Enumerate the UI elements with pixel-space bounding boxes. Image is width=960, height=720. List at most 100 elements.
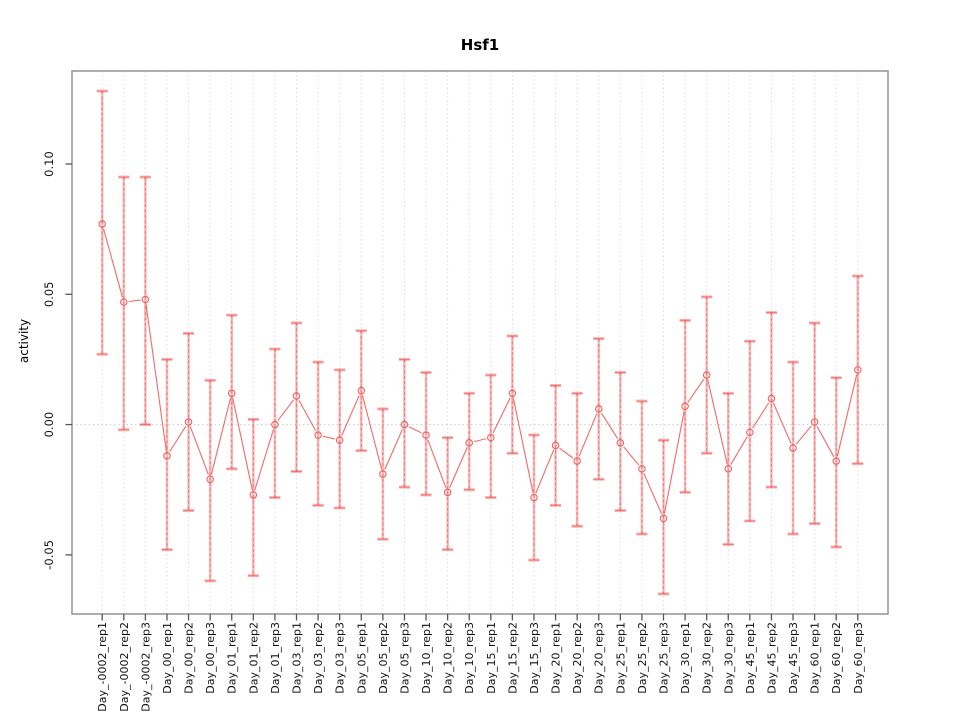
series-segment xyxy=(341,395,360,436)
data-point xyxy=(98,220,106,228)
x-tick-label: Day_15_rep1 xyxy=(485,622,498,694)
series-segment xyxy=(752,402,770,429)
data-point xyxy=(163,452,171,460)
series-segment xyxy=(559,447,574,459)
data-point xyxy=(271,420,279,429)
chart-title: Hsf1 xyxy=(460,36,500,54)
series-segment xyxy=(277,399,294,421)
x-tick-label: Day_60_rep2 xyxy=(830,622,843,694)
x-tick-label: Day_03_rep1 xyxy=(290,622,303,694)
data-point xyxy=(465,439,473,447)
data-point xyxy=(508,389,517,398)
x-tick-label: Day_25_rep3 xyxy=(658,622,671,694)
x-tick-label: Day_25_rep1 xyxy=(614,622,627,694)
plot-border xyxy=(71,70,889,615)
series-segment xyxy=(449,447,468,488)
data-point xyxy=(443,488,452,497)
data-point xyxy=(573,457,581,465)
data-point xyxy=(422,431,430,439)
series-segment xyxy=(128,299,141,303)
series-segment xyxy=(408,426,422,434)
data-point xyxy=(141,295,150,304)
x-tick-label: Day_01_rep2 xyxy=(247,622,260,694)
x-tick-label: Day_10_rep3 xyxy=(463,622,476,694)
series-segment xyxy=(210,398,232,475)
data-point xyxy=(314,431,322,439)
data-point xyxy=(767,394,776,403)
data-point xyxy=(810,418,819,426)
series-segment xyxy=(169,425,187,452)
data-point xyxy=(487,433,495,442)
x-tick-label: Day_45_rep3 xyxy=(787,622,800,694)
x-tick-label: Day_-0002_rep3 xyxy=(139,622,152,712)
series-segment xyxy=(427,439,447,488)
data-point xyxy=(681,402,689,411)
y-tick-label: 0.05 xyxy=(42,281,56,307)
series-segment xyxy=(772,402,792,444)
data-point xyxy=(832,457,840,465)
x-tick-label: Day_15_rep3 xyxy=(528,622,541,694)
data-point xyxy=(854,366,862,374)
data-point xyxy=(206,475,214,484)
x-tick-label: Day_45_rep1 xyxy=(744,622,757,694)
x-tick-label: Day_01_rep1 xyxy=(226,622,239,694)
series-segment xyxy=(535,449,555,494)
data-point xyxy=(551,441,560,450)
series-segment xyxy=(816,426,835,457)
data-point xyxy=(746,428,754,437)
series-segment xyxy=(492,397,511,434)
series-segment xyxy=(145,304,167,451)
x-tick-label: Day_-0002_rep1 xyxy=(96,622,109,712)
data-point xyxy=(616,439,625,447)
data-point xyxy=(120,298,128,306)
x-tick-label: Day_20_rep3 xyxy=(593,622,606,694)
data-point xyxy=(400,420,409,429)
data-point xyxy=(249,491,258,499)
data-point xyxy=(227,389,236,398)
y-tick-label: -0.05 xyxy=(42,540,56,570)
data-point xyxy=(638,465,646,473)
series-segment xyxy=(663,411,685,514)
data-point xyxy=(702,371,711,379)
data-point xyxy=(594,405,603,413)
series-segment xyxy=(103,228,123,298)
series-segment xyxy=(707,379,728,465)
x-tick-label: Day_10_rep2 xyxy=(442,622,455,694)
data-point xyxy=(530,493,538,502)
data-point xyxy=(292,392,301,400)
data-point xyxy=(184,418,193,426)
data-point xyxy=(659,514,668,523)
x-tick-label: Day_05_rep1 xyxy=(355,622,368,694)
x-tick-label: Day_10_rep1 xyxy=(420,622,433,694)
x-tick-label: Day_30_rep3 xyxy=(722,622,735,694)
y-tick-label: 0.10 xyxy=(42,151,56,177)
x-tick-label: Day_20_rep1 xyxy=(550,622,563,694)
series-segment xyxy=(384,428,403,470)
series-segment xyxy=(254,429,274,491)
x-tick-label: Day_30_rep2 xyxy=(701,622,714,694)
series-segment xyxy=(623,446,640,466)
x-tick-label: Day_00_rep2 xyxy=(183,622,196,694)
series-segment xyxy=(795,425,812,445)
data-point xyxy=(724,465,733,473)
series-segment xyxy=(473,438,487,443)
y-tick-label: 0.00 xyxy=(42,412,56,438)
data-point xyxy=(335,436,344,444)
series-segment xyxy=(600,412,619,439)
series-segment xyxy=(232,398,253,491)
series-segment xyxy=(643,473,663,515)
x-tick-label: Day_05_rep3 xyxy=(398,622,411,694)
x-tick-label: Day_25_rep2 xyxy=(636,622,649,694)
series-segment xyxy=(298,400,317,431)
x-tick-label: Day_03_rep3 xyxy=(334,622,347,694)
series-segment xyxy=(361,395,383,470)
x-tick-label: Day_-0002_rep2 xyxy=(118,622,131,712)
series-segment xyxy=(512,398,534,493)
x-tick-label: Day_45_rep2 xyxy=(765,622,778,694)
series-segment xyxy=(730,436,748,465)
x-tick-label: Day_15_rep2 xyxy=(506,622,519,694)
x-tick-label: Day_00_rep1 xyxy=(161,622,174,694)
x-tick-label: Day_01_rep3 xyxy=(269,622,282,694)
